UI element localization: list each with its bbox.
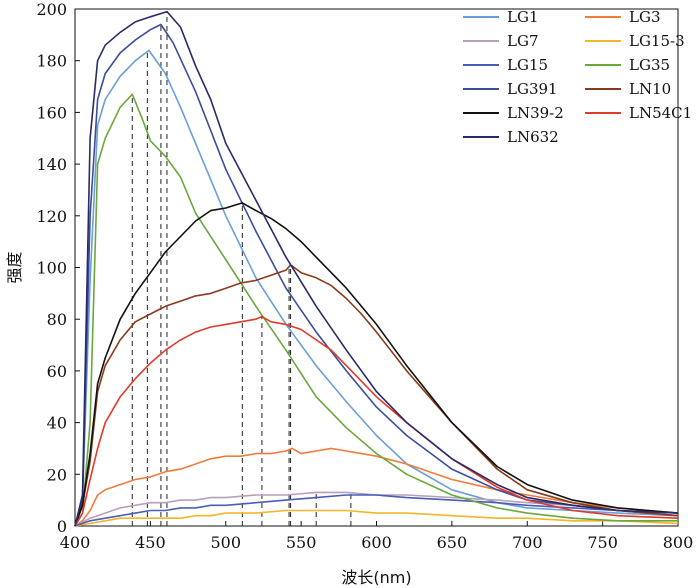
- series-lines: [74, 10, 679, 527]
- legend: LG1 LG3 LG7 LG15-3 LG15 LG35 LG391 LN10 LN39-2 LN…: [463, 8, 692, 146]
- y-tick-label: 100: [36, 259, 67, 278]
- y-tick-label: 200: [36, 0, 67, 19]
- x-tick-label: 450: [135, 533, 166, 552]
- x-tick-label: 800: [663, 533, 694, 552]
- legend-item-ln39-2: LN39-2: [463, 104, 564, 122]
- legend-label: LN10: [629, 80, 671, 98]
- series-line-lg35: [74, 93, 678, 527]
- axes: 400 450 500 550 600 650 700 750 800 0 20 40 60 80 100 1…: [36, 0, 693, 552]
- legend-label: LG35: [629, 56, 670, 74]
- legend-item-ln632: LN632: [463, 128, 559, 146]
- legend-label: LG15: [507, 56, 548, 74]
- legend-label: LG3: [629, 8, 661, 26]
- y-tick-label: 160: [36, 103, 67, 122]
- y-axis-title: 强度: [5, 251, 24, 283]
- series-line-lg15: [74, 494, 679, 527]
- legend-item-lg15: LG15: [463, 56, 548, 74]
- legend-label: LN54C1: [629, 104, 692, 122]
- legend-label: LG15-3: [629, 32, 685, 50]
- y-tick-label: 20: [47, 465, 67, 484]
- legend-item-lg15-3: LG15-3: [585, 32, 685, 50]
- legend-label: LG391: [507, 80, 558, 98]
- legend-item-lg3: LG3: [585, 8, 661, 26]
- x-tick-label: 600: [361, 533, 392, 552]
- legend-item-lg7: LG7: [463, 32, 539, 50]
- series-line-ln10: [74, 264, 679, 527]
- series-line-lg1: [74, 49, 679, 527]
- y-tick-label: 40: [47, 414, 67, 433]
- series-line-ln39-2: [74, 202, 679, 527]
- legend-item-lg35: LG35: [585, 56, 670, 74]
- y-tick-label: 0: [57, 517, 67, 536]
- legend-label: LN632: [507, 128, 559, 146]
- x-tick-label: 650: [437, 533, 468, 552]
- series-line-lg7: [74, 491, 679, 527]
- legend-label: LG7: [507, 32, 539, 50]
- y-tick-label: 80: [47, 310, 67, 329]
- peak-markers: [131, 11, 352, 526]
- legend-item-lg391: LG391: [463, 80, 558, 98]
- x-axis-title: 波长(nm): [341, 568, 411, 587]
- y-tick-label: 60: [47, 362, 67, 381]
- legend-label: LG1: [507, 8, 539, 26]
- series-line-lg15-3: [74, 509, 679, 527]
- legend-label: LN39-2: [507, 104, 564, 122]
- series-line-ln632: [74, 10, 679, 527]
- legend-item-ln54c1: LN54C1: [585, 104, 692, 122]
- x-tick-label: 700: [512, 533, 543, 552]
- x-tick-label: 750: [587, 533, 618, 552]
- plot-frame: [74, 8, 679, 527]
- x-tick-label: 550: [286, 533, 317, 552]
- x-tick-label: 400: [60, 533, 91, 552]
- series-line-lg391: [74, 23, 679, 527]
- y-tick-label: 140: [36, 155, 67, 174]
- legend-item-lg1: LG1: [463, 8, 539, 26]
- y-tick-label: 180: [36, 52, 67, 71]
- x-tick-label: 500: [210, 533, 241, 552]
- legend-item-ln10: LN10: [585, 80, 671, 98]
- series-line-lg3: [74, 447, 679, 527]
- y-tick-label: 120: [36, 207, 67, 226]
